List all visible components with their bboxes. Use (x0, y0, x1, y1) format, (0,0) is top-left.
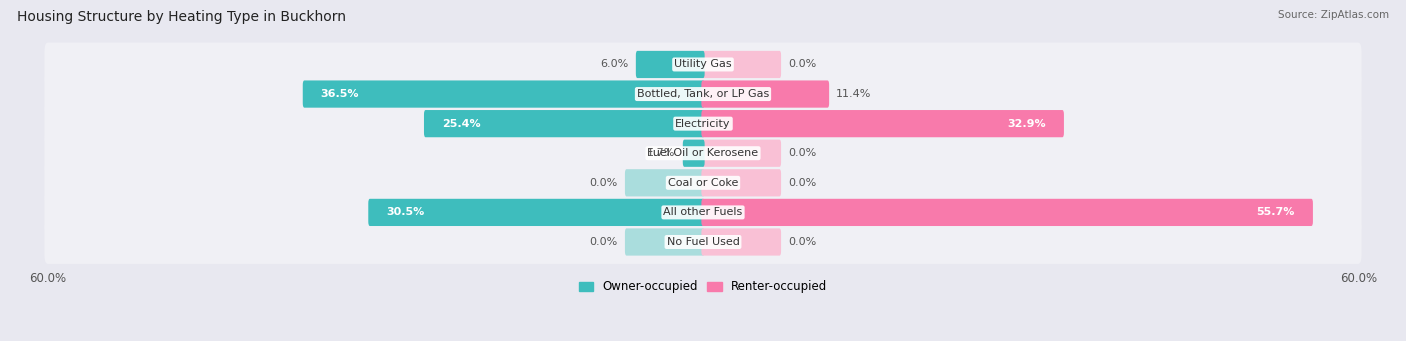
Text: 0.0%: 0.0% (789, 59, 817, 70)
FancyBboxPatch shape (624, 169, 704, 196)
Legend: Owner-occupied, Renter-occupied: Owner-occupied, Renter-occupied (574, 276, 832, 298)
FancyBboxPatch shape (702, 169, 782, 196)
FancyBboxPatch shape (45, 43, 1361, 86)
Text: 0.0%: 0.0% (789, 148, 817, 158)
Text: 36.5%: 36.5% (321, 89, 360, 99)
FancyBboxPatch shape (368, 199, 704, 226)
FancyBboxPatch shape (45, 72, 1361, 116)
FancyBboxPatch shape (702, 80, 830, 108)
FancyBboxPatch shape (45, 220, 1361, 264)
FancyBboxPatch shape (624, 228, 704, 256)
Text: 30.5%: 30.5% (387, 207, 425, 218)
FancyBboxPatch shape (636, 51, 704, 78)
FancyBboxPatch shape (425, 110, 704, 137)
Text: 0.0%: 0.0% (789, 237, 817, 247)
FancyBboxPatch shape (45, 161, 1361, 205)
FancyBboxPatch shape (45, 191, 1361, 234)
Text: 0.0%: 0.0% (589, 178, 617, 188)
Text: Fuel Oil or Kerosene: Fuel Oil or Kerosene (647, 148, 759, 158)
FancyBboxPatch shape (45, 102, 1361, 146)
Text: 0.0%: 0.0% (589, 237, 617, 247)
FancyBboxPatch shape (683, 139, 704, 167)
Text: Bottled, Tank, or LP Gas: Bottled, Tank, or LP Gas (637, 89, 769, 99)
FancyBboxPatch shape (702, 199, 1313, 226)
FancyBboxPatch shape (702, 51, 782, 78)
Text: 11.4%: 11.4% (837, 89, 872, 99)
Text: 55.7%: 55.7% (1257, 207, 1295, 218)
FancyBboxPatch shape (302, 80, 704, 108)
Text: 25.4%: 25.4% (441, 119, 481, 129)
Text: Source: ZipAtlas.com: Source: ZipAtlas.com (1278, 10, 1389, 20)
Text: No Fuel Used: No Fuel Used (666, 237, 740, 247)
Text: Housing Structure by Heating Type in Buckhorn: Housing Structure by Heating Type in Buc… (17, 10, 346, 24)
Text: 32.9%: 32.9% (1007, 119, 1046, 129)
Text: 6.0%: 6.0% (600, 59, 628, 70)
Text: Utility Gas: Utility Gas (675, 59, 731, 70)
Text: Coal or Coke: Coal or Coke (668, 178, 738, 188)
Text: Electricity: Electricity (675, 119, 731, 129)
FancyBboxPatch shape (702, 139, 782, 167)
FancyBboxPatch shape (702, 228, 782, 256)
Text: All other Fuels: All other Fuels (664, 207, 742, 218)
FancyBboxPatch shape (702, 110, 1064, 137)
FancyBboxPatch shape (45, 131, 1361, 175)
Text: 0.0%: 0.0% (789, 178, 817, 188)
Text: 1.7%: 1.7% (647, 148, 676, 158)
